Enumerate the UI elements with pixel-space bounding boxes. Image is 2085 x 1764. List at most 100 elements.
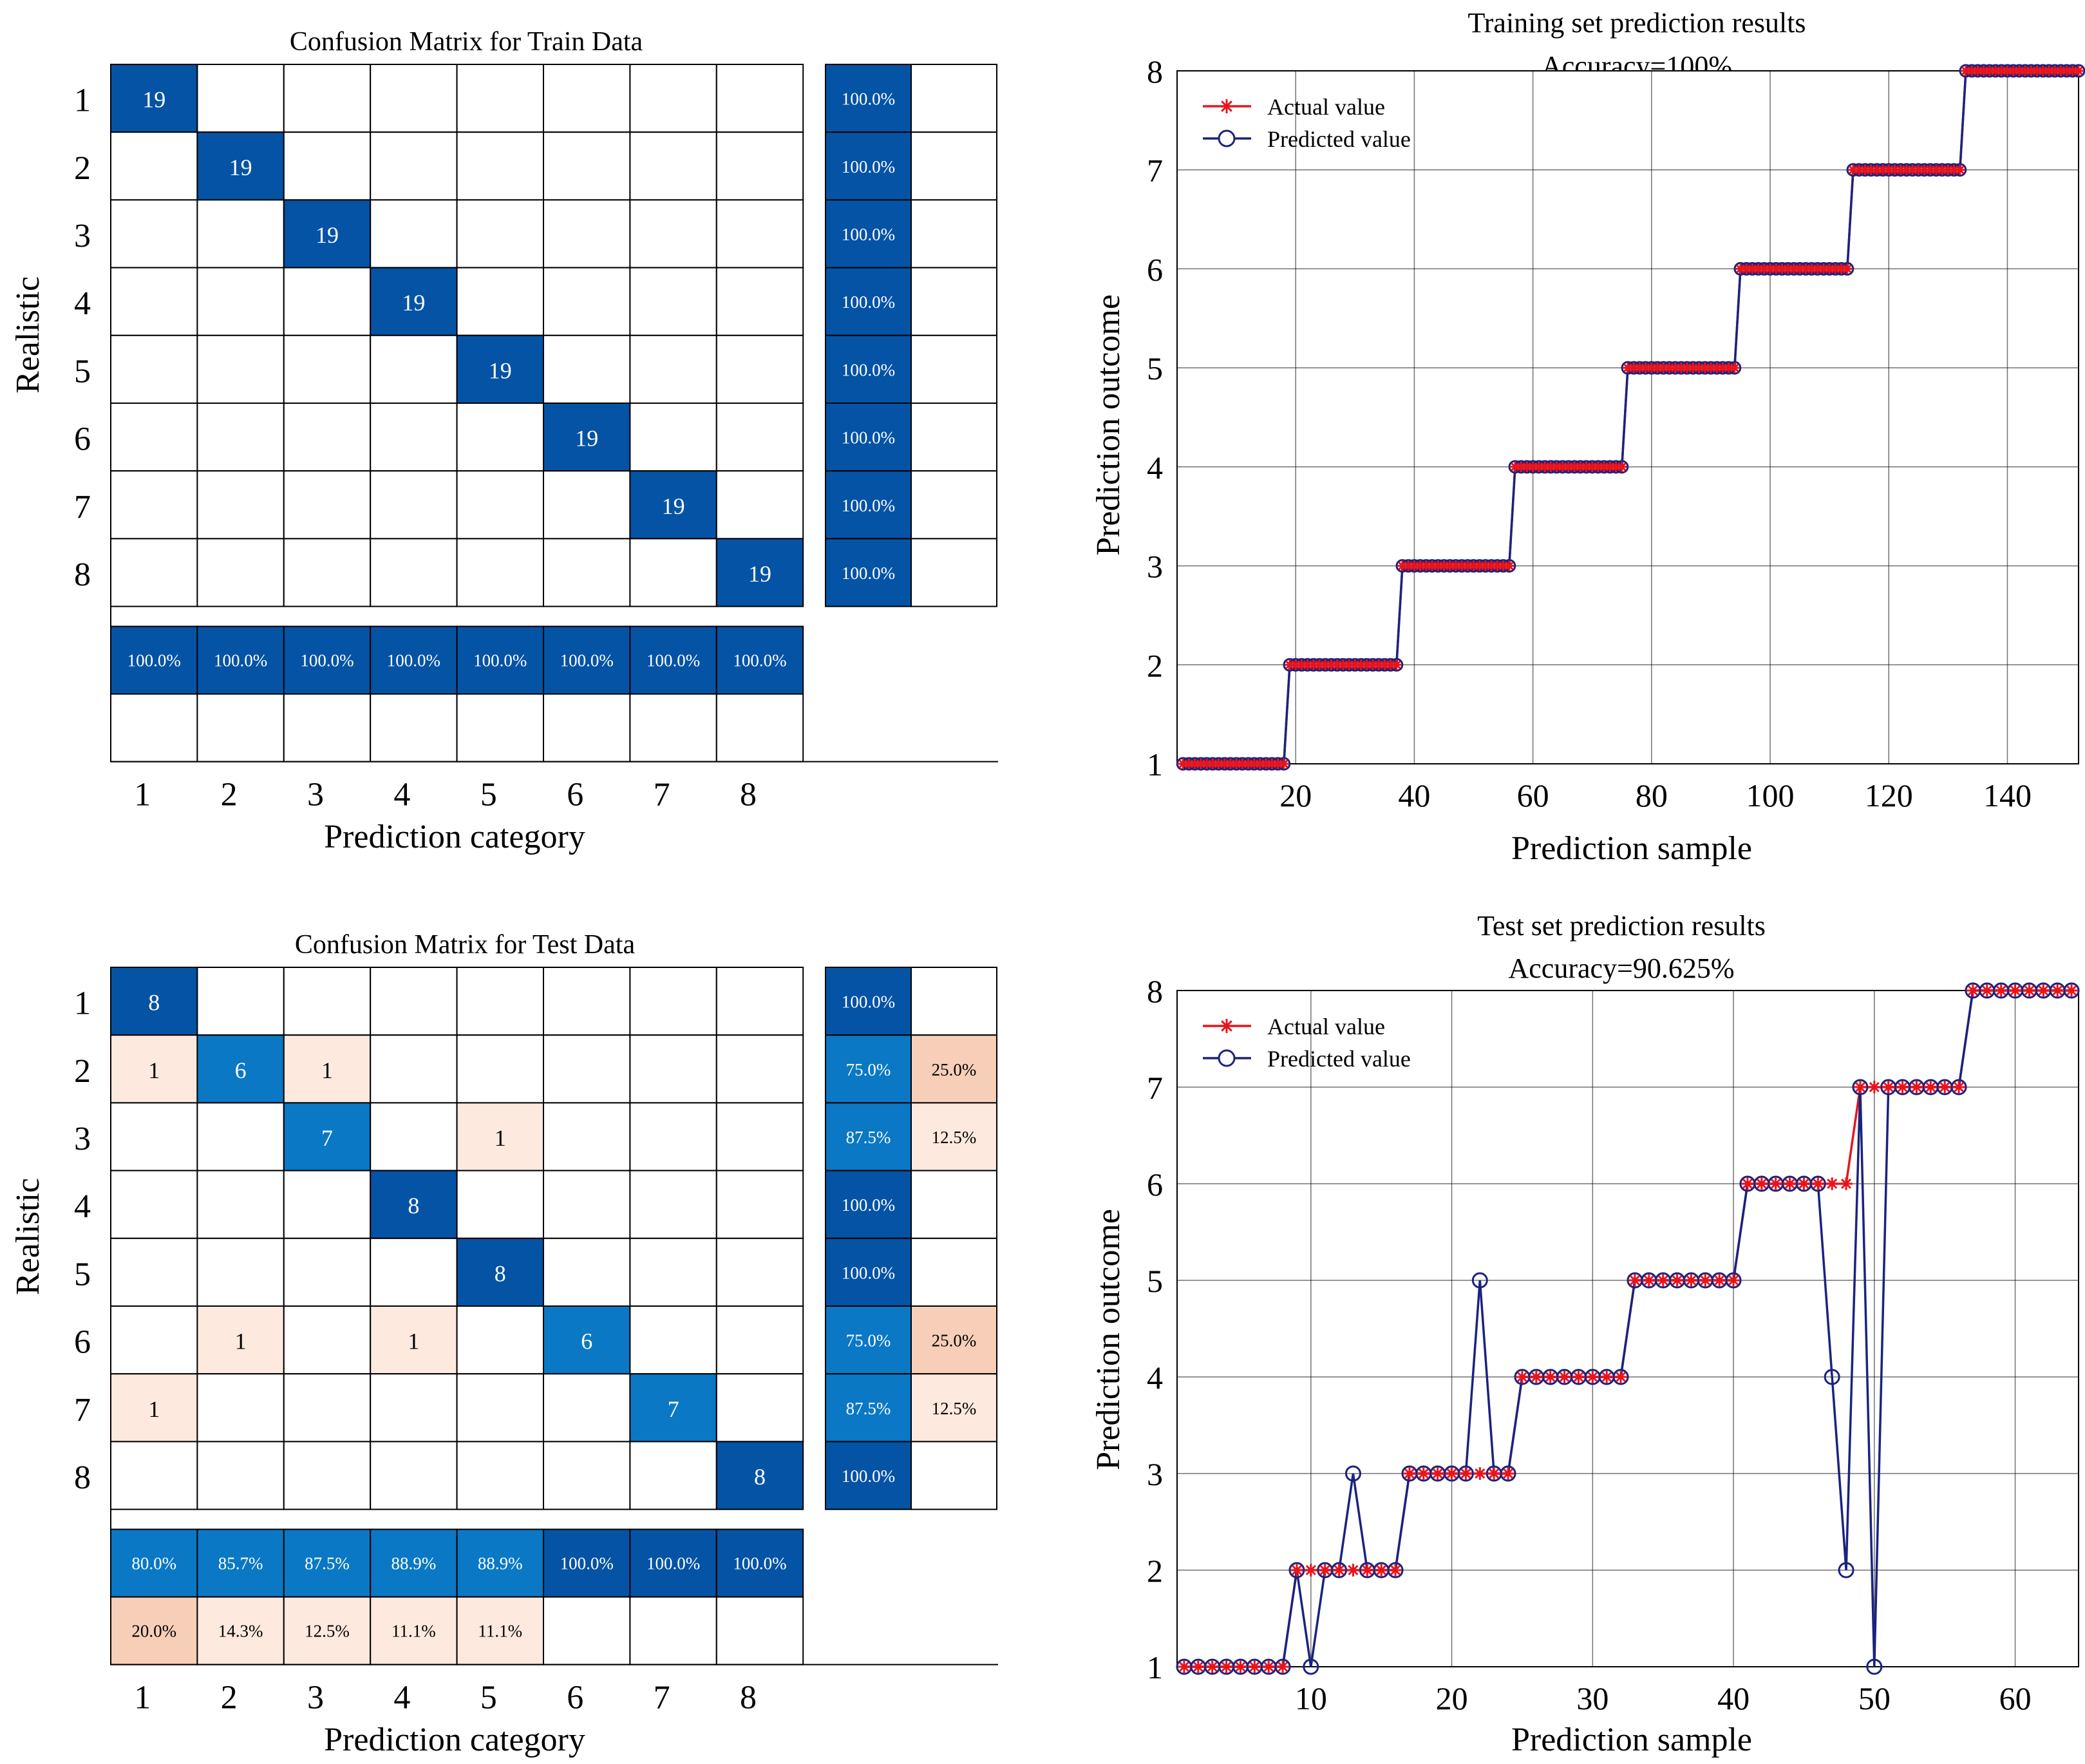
train-cm-cell bbox=[196, 131, 285, 201]
test-cm-cell bbox=[196, 1305, 285, 1375]
test-cm-xtick: 8 bbox=[740, 1680, 757, 1716]
train-cm-row-summary-value: 100.0% bbox=[842, 496, 895, 515]
train-actual-point bbox=[1254, 758, 1266, 770]
train-cm-col-summary-cell bbox=[283, 625, 372, 695]
test-cm-cell bbox=[283, 1305, 372, 1375]
train-actual-point bbox=[1978, 65, 1989, 77]
train-cm-cell bbox=[715, 470, 804, 540]
train-cm-cell bbox=[283, 470, 372, 540]
train-actual-point bbox=[1664, 363, 1675, 374]
train-ytick: 8 bbox=[1147, 53, 1163, 90]
test-cm-cell bbox=[456, 1441, 544, 1510]
test-cm-row-summary-cell bbox=[910, 1034, 997, 1104]
test-cm-cell bbox=[456, 1034, 544, 1104]
test-cm-row-summary-value: 12.5% bbox=[932, 1399, 977, 1418]
train-actual-point bbox=[1705, 363, 1717, 374]
train-actual-point bbox=[1420, 560, 1431, 571]
train-actual-point bbox=[1290, 659, 1301, 670]
test-cm-cell bbox=[629, 1170, 717, 1239]
train-actual-point bbox=[1195, 758, 1206, 770]
test-cm-cell bbox=[283, 1373, 372, 1443]
train-cm-row-summary-value: 100.0% bbox=[842, 292, 895, 312]
test-cm-cell bbox=[543, 1034, 631, 1104]
train-actual-point bbox=[1782, 263, 1793, 274]
train-actual-point bbox=[1278, 758, 1289, 770]
test-legend-actual-label: Actual value bbox=[1267, 1014, 1385, 1039]
test-cm-col-summary-value: 14.3% bbox=[218, 1622, 263, 1641]
test-ytick: 4 bbox=[1147, 1360, 1163, 1396]
train-actual-point bbox=[1865, 164, 1876, 175]
train-actual-point bbox=[1439, 560, 1449, 571]
train-actual-point bbox=[1688, 363, 1699, 374]
test-actual-point bbox=[1262, 1660, 1276, 1673]
train-cm-cell bbox=[543, 403, 631, 472]
train-actual-point bbox=[1492, 560, 1503, 571]
test-cm-row-summary-cell bbox=[825, 1034, 912, 1104]
test-cm-ytick: 3 bbox=[74, 1121, 91, 1157]
train-actual-point bbox=[1533, 461, 1544, 472]
test-predicted-point bbox=[1331, 1562, 1348, 1579]
train-actual-point bbox=[1747, 263, 1758, 274]
train-actual-point bbox=[1385, 659, 1396, 670]
test-actual-point bbox=[2037, 984, 2050, 997]
test-actual-point bbox=[1389, 1564, 1402, 1577]
train-actual-point bbox=[1634, 363, 1645, 374]
test-actual-point bbox=[1769, 1177, 1782, 1190]
test-cm-cell bbox=[196, 1237, 285, 1307]
test-actual-point bbox=[1304, 1564, 1317, 1577]
train-cm-col-summary-value: 100.0% bbox=[214, 651, 267, 670]
train-actual-point bbox=[2067, 65, 2078, 77]
test-actual-point bbox=[1854, 1081, 1867, 1094]
train-actual-point bbox=[1764, 263, 1776, 274]
train-cm-col-summary-cell bbox=[715, 693, 804, 763]
train-cm-row-summary-cell bbox=[910, 64, 997, 133]
test-actual-point bbox=[1473, 1467, 1487, 1480]
train-actual-point bbox=[1699, 363, 1710, 374]
test-cm-col-summary-value: 100.0% bbox=[646, 1554, 700, 1573]
train-actual-point bbox=[2050, 65, 2061, 77]
train-actual-point bbox=[1527, 461, 1538, 472]
train-cm-xtick: 3 bbox=[307, 777, 324, 813]
train-cm-xlabel: Prediction category bbox=[324, 819, 585, 855]
train-actual-point bbox=[1960, 65, 1972, 77]
train-cm-cell bbox=[543, 267, 631, 336]
test-cm-col-summary-value: 88.9% bbox=[392, 1554, 437, 1573]
train-actual-point bbox=[1877, 164, 1889, 175]
test-cm-cell bbox=[715, 1237, 804, 1307]
train-xtick: 60 bbox=[1517, 777, 1549, 813]
train-actual-point bbox=[1551, 461, 1562, 472]
train-cm-ylabel: Realistic bbox=[10, 276, 46, 394]
train-actual-point bbox=[1314, 659, 1325, 670]
train-actual-point bbox=[1225, 758, 1236, 770]
train-cm-cell bbox=[283, 64, 372, 133]
train-actual-point bbox=[1350, 659, 1361, 670]
test-ytick: 6 bbox=[1147, 1166, 1163, 1202]
train-cm-cell bbox=[110, 267, 198, 336]
train-cm-cell-value: 19 bbox=[662, 493, 685, 519]
train-actual-point bbox=[1652, 363, 1663, 374]
train-cm-col-summary-value: 100.0% bbox=[646, 651, 700, 670]
train-cm-cell bbox=[370, 131, 458, 201]
train-cm-cell bbox=[370, 470, 458, 540]
test-cm-cell bbox=[196, 1373, 285, 1443]
train-cm-cell bbox=[715, 403, 804, 472]
train-cm-cell bbox=[715, 199, 804, 269]
test-predicted-point bbox=[1303, 1658, 1319, 1675]
train-actual-point bbox=[1847, 164, 1859, 175]
train-actual-point bbox=[1557, 461, 1568, 472]
train-actual-point bbox=[1729, 363, 1740, 374]
train-cm-xtick: 5 bbox=[480, 777, 497, 813]
test-actual-point bbox=[1783, 1177, 1797, 1190]
test-cm-ylabel: Realistic bbox=[10, 1178, 46, 1295]
train-cm-cell bbox=[110, 334, 198, 404]
test-cm-cell bbox=[715, 967, 804, 1036]
train-xtick: 120 bbox=[1865, 777, 1913, 813]
test-actual-point bbox=[1713, 1274, 1726, 1287]
test-cm-cell bbox=[543, 967, 631, 1036]
test-cm-cell bbox=[715, 1102, 804, 1171]
train-cm-cell bbox=[629, 334, 717, 404]
train-actual-point bbox=[1640, 363, 1651, 374]
test-actual-point bbox=[1924, 1081, 1938, 1094]
test-cm-cell bbox=[370, 1237, 458, 1307]
test-cm-cell bbox=[629, 1102, 717, 1171]
